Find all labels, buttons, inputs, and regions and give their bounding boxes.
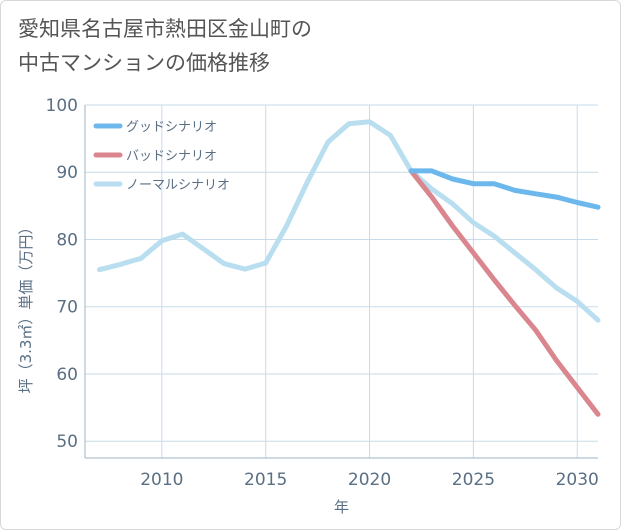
- series-line-good: [408, 168, 601, 210]
- y-tick-label: 50: [56, 432, 78, 452]
- chart-title-line2: 中古マンションの価格推移: [18, 51, 270, 75]
- y-tick-label: 80: [56, 230, 78, 250]
- legend-label: ノーマルシナリオ: [126, 178, 230, 193]
- series-line-bad: [408, 168, 601, 417]
- axes: [84, 105, 598, 459]
- tick-labels: 2010 2015 2020 2025 2030 50 60 70 80 90 100: [46, 96, 599, 490]
- y-tick-label: 100: [46, 96, 78, 116]
- x-tick-label: 2025: [452, 470, 495, 490]
- grid: [85, 104, 598, 458]
- x-axis-title: 年: [334, 498, 349, 516]
- x-tick-label: 2020: [348, 470, 391, 490]
- legend-label: バッドシナリオ: [126, 149, 217, 164]
- series-lines: [97, 119, 601, 417]
- x-tick-label: 2010: [140, 470, 183, 490]
- series-line-normal: [97, 119, 601, 323]
- y-axis-title: 坪（3.3㎡）単価（万円）: [17, 220, 35, 394]
- chart-title-line1: 愛知県名古屋市熱田区金山町の: [18, 17, 312, 41]
- legend-label: グッドシナリオ: [126, 120, 217, 135]
- chart-title: 愛知県名古屋市熱田区金山町の 中古マンションの価格推移: [18, 12, 578, 80]
- x-tick-label: 2015: [244, 470, 287, 490]
- y-tick-label: 60: [56, 365, 78, 385]
- y-tick-label: 90: [56, 163, 78, 183]
- y-tick-label: 70: [56, 298, 78, 318]
- x-tick-label: 2030: [556, 470, 599, 490]
